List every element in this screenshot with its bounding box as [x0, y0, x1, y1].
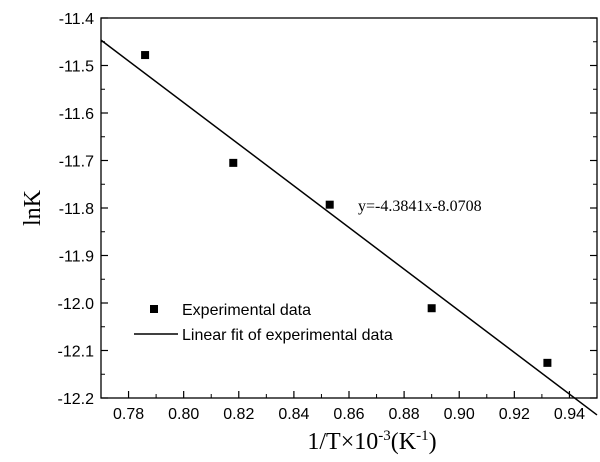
x-tick-label: 0.78	[113, 406, 144, 423]
y-tick-label: -11.8	[59, 201, 94, 218]
legend-label-fit: Linear fit of experimental data	[182, 327, 393, 344]
x-tick-label: 0.90	[444, 406, 475, 423]
y-tick-label: -11.5	[59, 59, 94, 76]
data-point	[427, 304, 436, 313]
x-tick-label: 0.88	[389, 406, 420, 423]
legend-label-experimental: Experimental data	[182, 302, 311, 319]
legend: Experimental data Linear fit of experime…	[134, 302, 393, 344]
y-axis-ticks: -11.4 -11.5 -11.6 -11.7 -11.8 -11.9 -12.0 -12.1…	[58, 11, 597, 408]
x-axis-title-unit-exp: -1	[416, 428, 429, 444]
x-tick-label: 0.92	[499, 406, 530, 423]
x-axis-title-unit-close: )	[429, 429, 437, 455]
y-tick-label: -11.9	[59, 249, 94, 266]
x-tick-label: 0.94	[554, 406, 585, 423]
y-tick-label: -12.0	[58, 296, 95, 313]
legend-marker-experimental	[150, 305, 158, 313]
x-tick-label: 0.80	[168, 406, 199, 423]
x-axis-title-exp: -3	[378, 428, 391, 444]
data-point	[141, 51, 150, 60]
fit-line	[100, 39, 598, 416]
y-tick-label: -12.2	[58, 391, 95, 408]
data-point	[543, 358, 552, 367]
y-axis-title: lnK	[20, 189, 46, 226]
x-axis-ticks: 0.78 0.80 0.82 0.84 0.86 0.88 0.90 0.92 0.94	[113, 391, 585, 423]
y-tick-label: -11.6	[59, 106, 94, 123]
x-axis-title-unit-open: (K	[391, 429, 417, 455]
data-points	[141, 51, 552, 367]
x-tick-label: 0.82	[223, 406, 254, 423]
x-tick-label: 0.84	[278, 406, 309, 423]
x-tick-label: 0.86	[333, 406, 364, 423]
fit-line-layer	[100, 39, 598, 416]
data-point	[229, 158, 238, 167]
data-point	[325, 200, 334, 209]
x-axis-title: 1/T×10-3(K-1)	[307, 428, 436, 455]
x-axis-title-main: 1/T×10	[307, 429, 378, 455]
y-tick-label: -11.4	[59, 11, 94, 28]
fit-equation: y=-4.3841x-8.0708	[358, 198, 482, 215]
y-tick-label: -11.7	[59, 154, 94, 171]
y-tick-label: -12.1	[58, 344, 95, 361]
